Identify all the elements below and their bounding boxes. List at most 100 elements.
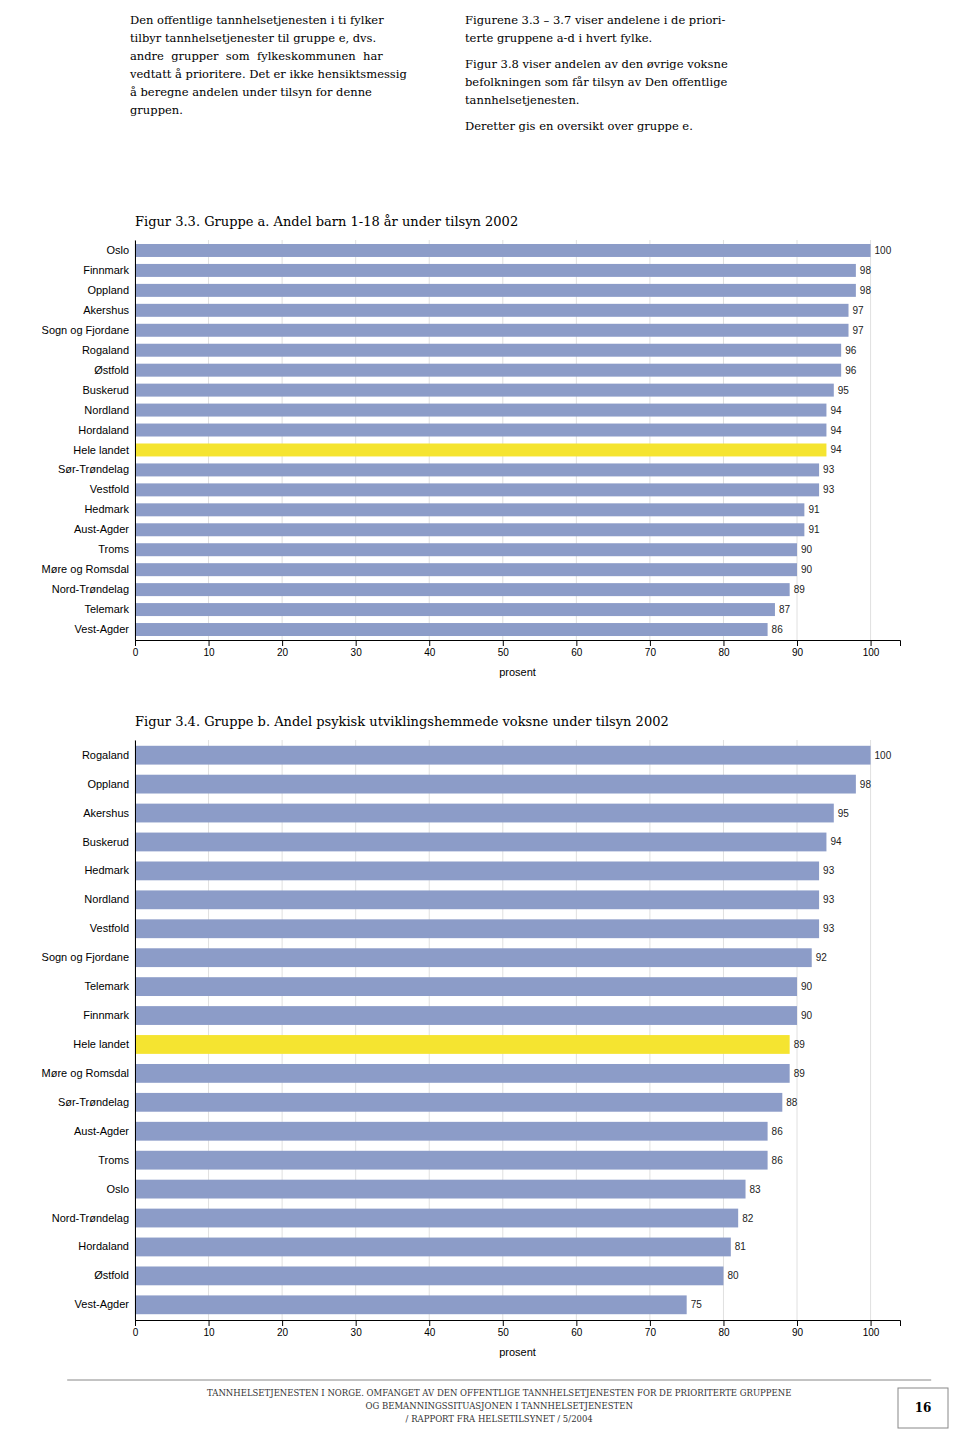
- y-tick: Hedmark: [84, 864, 129, 876]
- bar: [135, 890, 819, 909]
- bar: [135, 977, 797, 996]
- y-tick: Akershus: [83, 807, 129, 819]
- data-label: 90: [801, 1010, 813, 1021]
- bar: [135, 324, 849, 337]
- x-tick: 100: [863, 640, 880, 658]
- grid-line: [502, 740, 503, 1320]
- bar: [135, 948, 812, 967]
- data-label: 90: [801, 564, 813, 575]
- y-tick-label: Møre og Romsdal: [42, 1067, 129, 1079]
- y-tick: Aust-Agder: [74, 1125, 129, 1137]
- y-tick-label: Nord-Trøndelag: [52, 583, 129, 595]
- x-tick-label: 60: [571, 647, 583, 658]
- y-tick: Troms: [98, 1154, 129, 1166]
- y-tick: Vest-Agder: [75, 1298, 130, 1310]
- bar: [135, 284, 856, 297]
- y-tick-label: Hordaland: [78, 1240, 129, 1252]
- y-tick-label: Troms: [98, 543, 129, 555]
- y-tick: Rogaland: [82, 749, 129, 761]
- y-tick: Nord-Trøndelag: [52, 1212, 129, 1224]
- y-tick-label: Vest-Agder: [75, 1298, 130, 1310]
- data-label: 91: [808, 524, 820, 535]
- bar: [135, 623, 768, 636]
- y-tick: Oslo: [106, 1183, 129, 1195]
- paragraph-line: vedtatt å prioritere. Det er ikke hensik…: [129, 67, 407, 81]
- x-tick-label: 40: [424, 1327, 436, 1338]
- page-number: 16: [915, 1401, 932, 1415]
- y-tick: Rogaland: [82, 344, 129, 356]
- bar: [135, 861, 819, 880]
- y-tick: Sogn og Fjordane: [42, 951, 129, 963]
- y-tick-label: Hordaland: [78, 424, 129, 436]
- x-tick: 0: [133, 640, 139, 658]
- x-axis-title: prosent: [499, 666, 536, 678]
- footer: TANNHELSETJENESTEN I NORGE. OMFANGET AV …: [67, 1380, 948, 1428]
- data-label: 96: [845, 345, 857, 356]
- y-tick-label: Telemark: [84, 980, 129, 992]
- bar: [135, 1151, 768, 1170]
- data-labels: 1009895949393939290908989888686838281807…: [691, 750, 892, 1311]
- y-tick: Møre og Romsdal: [42, 563, 129, 575]
- bar: [135, 603, 775, 616]
- grid-line: [208, 740, 209, 1320]
- bar: [135, 1266, 723, 1285]
- y-tick-label: Aust-Agder: [74, 523, 129, 535]
- grid-line: [282, 740, 283, 1320]
- y-tick: Sør-Trøndelag: [58, 1096, 129, 1108]
- y-tick-label: Oppland: [87, 778, 129, 790]
- data-label: 94: [830, 425, 842, 436]
- x-tick-mark: [871, 1320, 872, 1326]
- bar: [135, 563, 797, 576]
- paragraph-line: Figur 3.8 viser andelen av den øvrige vo…: [465, 57, 728, 71]
- y-tick: Akershus: [83, 304, 129, 316]
- grid-line: [282, 240, 283, 640]
- x-tick-label: 50: [498, 1327, 510, 1338]
- x-tick: 30: [351, 1320, 363, 1338]
- y-tick-label: Hele landet: [73, 1038, 129, 1050]
- y-tick-label: Vest-Agder: [75, 623, 130, 635]
- grid-line: [576, 740, 577, 1320]
- y-tick-label: Nord-Trøndelag: [52, 1212, 129, 1224]
- grid-line: [355, 240, 356, 640]
- chart-title: Figur 3.3. Gruppe a. Andel barn 1-18 år …: [135, 214, 518, 229]
- data-label: 93: [823, 464, 835, 475]
- bar: [135, 1093, 782, 1112]
- grid-line: [502, 240, 503, 640]
- paragraph-line: Figurene 3.3 – 3.7 viser andelene i de p…: [465, 13, 725, 27]
- data-label: 87: [779, 604, 791, 615]
- data-label: 81: [735, 1241, 747, 1252]
- y-tick: Vestfold: [90, 483, 129, 495]
- footer-line: / RAPPORT FRA HELSETILSYNET / 5/2004: [406, 1414, 593, 1424]
- paragraph-line: gruppen.: [130, 103, 183, 117]
- x-tick: 70: [645, 1320, 657, 1338]
- x-tick-mark: [356, 640, 357, 646]
- x-tick-mark: [723, 1320, 724, 1326]
- data-label: 89: [794, 584, 806, 595]
- y-tick-label: Hele landet: [73, 443, 129, 455]
- bar: [135, 344, 841, 357]
- data-label: 91: [808, 504, 820, 515]
- x-tick-label: 90: [792, 647, 804, 658]
- y-tick-label: Oslo: [106, 1183, 129, 1195]
- x-tick-mark: [503, 1320, 504, 1326]
- x-tick: 50: [498, 640, 510, 658]
- grid-line: [723, 740, 724, 1320]
- grid-line: [355, 740, 356, 1320]
- y-tick-label: Nordland: [84, 893, 129, 905]
- bar: [135, 919, 819, 938]
- x-tick-mark: [135, 640, 136, 646]
- paragraph-line: tilbyr tannhelsetjenester til gruppe e, …: [130, 31, 376, 45]
- paragraph-line: andre grupper som fylkeskommunen har: [130, 49, 383, 63]
- y-tick: Møre og Romsdal: [42, 1067, 129, 1079]
- bar: [135, 583, 790, 596]
- x-tick-mark: [503, 640, 504, 646]
- data-label: 80: [727, 1270, 739, 1281]
- x-tick-mark: [282, 640, 283, 646]
- y-tick: Vestfold: [90, 922, 129, 934]
- data-label: 89: [794, 1039, 806, 1050]
- data-label: 93: [823, 894, 835, 905]
- y-tick: Buskerud: [83, 835, 129, 847]
- y-tick: Oslo: [106, 244, 129, 256]
- y-tick: Telemark: [84, 603, 129, 615]
- grid-line: [135, 740, 136, 1320]
